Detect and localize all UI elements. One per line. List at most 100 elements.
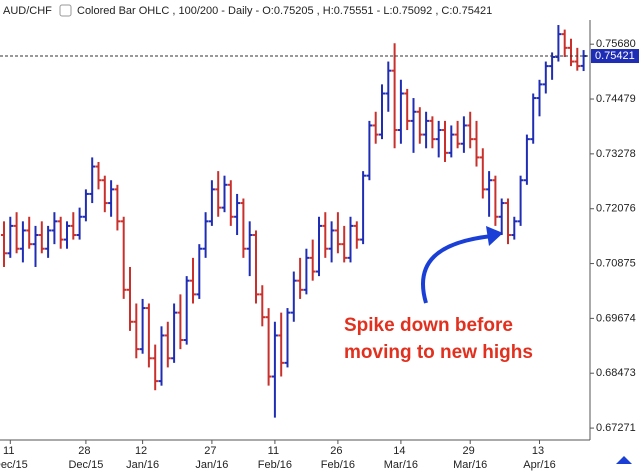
ohlc-bar <box>246 221 253 277</box>
ohlc-bar <box>385 61 392 112</box>
ohlc-bar <box>360 171 367 245</box>
y-tick-label: 0.72076 <box>596 203 636 215</box>
ohlc-bar <box>379 84 385 140</box>
ohlc-bar <box>114 184 121 231</box>
ohlc-bar <box>13 212 20 254</box>
ohlc-bar <box>45 225 52 258</box>
ohlc-bar <box>309 239 316 281</box>
settings-icon[interactable] <box>59 4 72 17</box>
scroll-icon[interactable] <box>616 456 632 464</box>
annotation-line: Spike down before <box>344 315 513 336</box>
ohlc-bar <box>82 189 89 222</box>
y-tick-label: 0.69674 <box>596 312 636 324</box>
ohlc-bar <box>404 88 411 131</box>
ohlc-bar <box>505 198 511 245</box>
x-tick-label: 28 Dec/15 <box>68 445 103 471</box>
ohlc-bar <box>158 326 165 386</box>
y-tick-label: 0.73278 <box>596 148 636 160</box>
ohlc-bar <box>221 175 228 213</box>
ohlc-bar <box>517 175 524 226</box>
ohlc-bar <box>202 212 209 258</box>
arrow-head <box>486 226 503 246</box>
ohlc-bar <box>460 116 467 153</box>
ohlc-bar <box>120 216 127 299</box>
ohlc-bar <box>549 52 556 80</box>
ohlc-bar <box>139 298 146 354</box>
x-tick-label: 11 Dec/15 <box>0 445 28 471</box>
ohlc-bar <box>486 171 493 217</box>
ohlc-bar <box>152 344 159 391</box>
ohlc-bar <box>26 216 33 249</box>
ohlc-bar <box>297 257 304 299</box>
ohlc-bar <box>334 212 341 254</box>
ohlc-bar <box>70 212 77 240</box>
ohlc-bar <box>234 193 241 236</box>
y-tick-label: 0.68473 <box>596 367 636 379</box>
ohlc-bar <box>372 111 379 144</box>
annotation-line: moving to new highs <box>344 342 533 363</box>
ohlc-bar <box>561 29 568 57</box>
ohlc-bar <box>442 120 448 162</box>
x-tick-label: 11 Feb/16 <box>258 445 292 471</box>
y-tick-label: 0.67271 <box>596 422 636 434</box>
ohlc-bar <box>454 120 461 149</box>
ohlc-bar <box>196 244 203 299</box>
ohlc-bar <box>145 303 152 368</box>
ohlc-bar <box>64 221 70 249</box>
ohlc-bar <box>215 171 222 217</box>
ohlc-bar <box>341 225 348 263</box>
last-price-box <box>591 49 639 64</box>
ohlc-bar <box>101 175 108 213</box>
ohlc-bar <box>259 285 266 327</box>
last-price-label: 0.75421 <box>595 50 635 62</box>
ohlc-bar <box>57 216 64 249</box>
ohlc-bar <box>89 157 96 204</box>
ohlc-bar <box>253 230 259 304</box>
ohlc-bar <box>190 257 196 304</box>
y-tick-label: 0.70875 <box>596 257 636 269</box>
chart-title: Colored Bar OHLC , 100/200 - Daily - O:0… <box>77 5 492 17</box>
ohlc-bar <box>523 134 530 185</box>
ohlc-bar <box>423 111 430 149</box>
y-tick-label: 0.74479 <box>596 93 636 105</box>
ohlc-bar <box>108 180 115 217</box>
ohlc-bar <box>511 216 518 240</box>
ohlc-bar <box>574 47 581 71</box>
ohlc-bar <box>240 198 247 258</box>
annotation-arrow <box>420 234 493 304</box>
x-tick-label: 26 Feb/16 <box>321 445 355 471</box>
ohlc-bar <box>435 120 442 158</box>
ohlc-bar <box>322 212 329 258</box>
ohlc-bar <box>284 308 291 368</box>
ohlc-bar <box>397 79 404 144</box>
ohlc-bar <box>410 98 417 153</box>
ohlc-bar <box>7 216 14 258</box>
ohlc-bar <box>183 276 190 345</box>
ohlc-bar <box>38 221 45 254</box>
ohlc-bar <box>278 312 285 377</box>
ohlc-bar <box>448 125 455 158</box>
ohlc-bar <box>366 120 373 181</box>
ohlc-bar <box>95 161 102 190</box>
ohlc-bar <box>316 216 322 277</box>
symbol: AUD/CHF <box>3 5 52 17</box>
ohlc-bar <box>555 25 562 62</box>
ohlc-bar <box>391 43 398 149</box>
ohlc-bar <box>133 303 140 359</box>
ohlc-bar <box>429 116 436 149</box>
ohlc-bar <box>347 216 354 263</box>
ohlc-bar <box>416 107 423 144</box>
ohlc-bar <box>498 198 505 236</box>
ohlc-bar <box>19 221 26 263</box>
x-tick-label: 29 Mar/16 <box>453 445 487 471</box>
ohlc-bar <box>479 148 486 199</box>
ohlc-bar <box>51 212 58 245</box>
ohlc-bar <box>542 61 549 94</box>
ohlc-bar <box>164 321 171 368</box>
x-tick-label: 12 Jan/16 <box>126 445 159 471</box>
ohlc-bar <box>568 38 574 67</box>
ohlc-bar <box>530 93 537 144</box>
x-tick-label: 14 Mar/16 <box>384 445 418 471</box>
